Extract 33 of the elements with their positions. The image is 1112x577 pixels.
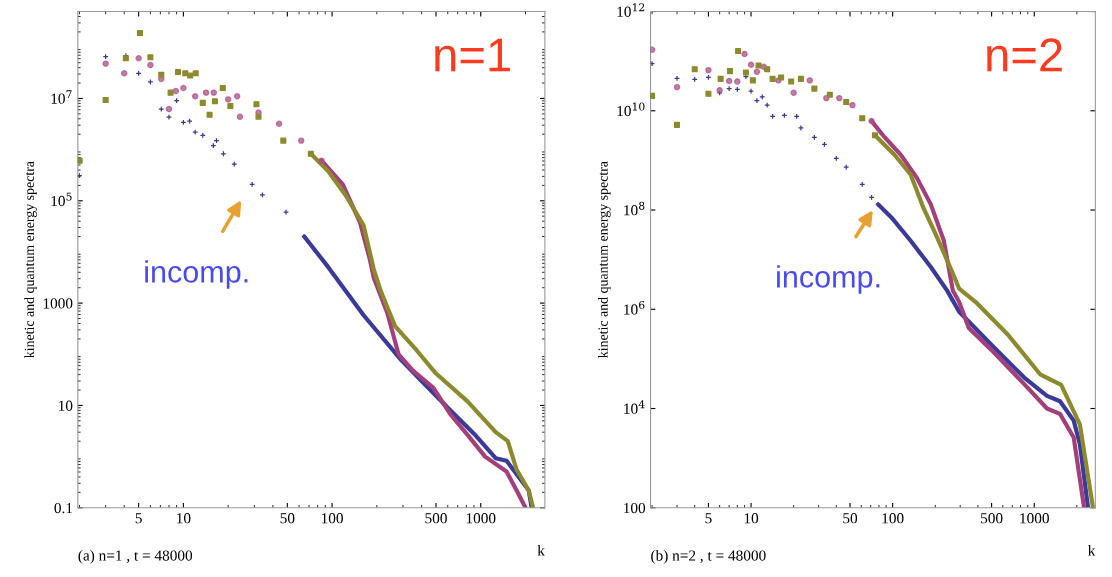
- x-tick-label: 500: [981, 513, 1003, 524]
- annotation: incomp.: [145, 260, 248, 289]
- text: (a) n=1 , t = 48000: [78, 549, 193, 564]
- y-tick-label: 10: [59, 400, 73, 411]
- x-axis-title: k: [1087, 544, 1096, 556]
- y-tick-label: 10$^{5}$: [51, 192, 72, 207]
- x-axis-title: k: [537, 544, 545, 556]
- x-tick-label: 100: [882, 513, 904, 524]
- x-tick-label: 1000: [466, 513, 496, 524]
- y-tick-label: 10$^{12}$: [617, 3, 645, 17]
- y-tick-label: 10$^{7}$: [51, 90, 72, 104]
- annotation: n=2: [987, 38, 1062, 72]
- x-tick-label: 10: [177, 513, 191, 524]
- y-tick-label: 100: [624, 502, 646, 514]
- y-tick-label: 10$^{10}$: [617, 102, 645, 117]
- x-tick-label: 500: [425, 513, 447, 524]
- annotation: n=1: [435, 38, 510, 72]
- y-tick-label: 10$^{4}$: [624, 400, 645, 414]
- text: (b) n=2 , t = 48000: [651, 549, 766, 564]
- x-tick-label: 100: [321, 513, 343, 524]
- y-tick-label: 0.1: [54, 502, 73, 514]
- x-tick-label: 1000: [1020, 513, 1049, 524]
- y-tick-label: 10$^{6}$: [624, 300, 645, 315]
- y-axis-title: kinetic and quantum energy spectra: [597, 161, 611, 358]
- y-tick-label: 1000: [43, 298, 73, 309]
- y-axis-title: kinetic and quantum energy spectra: [24, 161, 37, 358]
- x-tick-label: 50: [280, 513, 295, 524]
- annotation: incomp.: [777, 265, 880, 294]
- x-tick-label: 5: [705, 513, 712, 524]
- x-tick-label: 10: [744, 513, 759, 524]
- x-tick-label: 50: [843, 513, 858, 524]
- x-tick-label: 5: [135, 513, 142, 524]
- y-tick-label: 10$^{8}$: [624, 201, 645, 216]
